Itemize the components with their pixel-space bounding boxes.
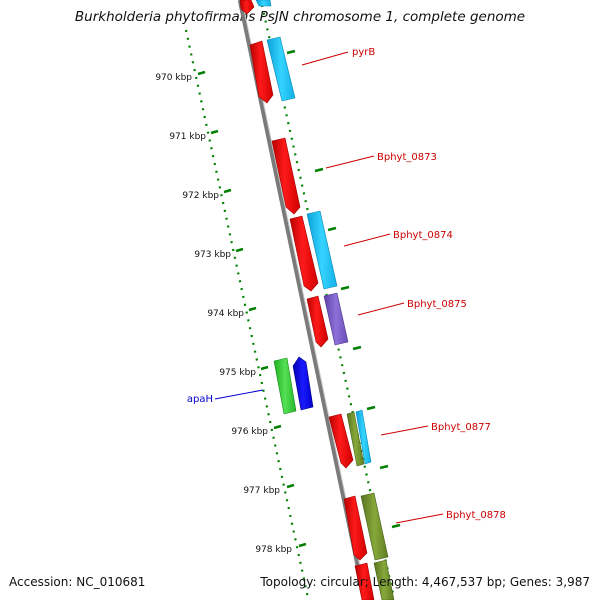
- tick-label: 974 kbp: [207, 309, 244, 319]
- feature-ring-ticks: [286, 49, 401, 529]
- leader-line: [380, 425, 429, 436]
- tick-label: 975 kbp: [219, 368, 256, 378]
- gene-arrow-red: [306, 295, 329, 348]
- feature-tick: [352, 345, 362, 351]
- tick-label: 972 kbp: [182, 191, 219, 201]
- tick-label: 976 kbp: [231, 427, 268, 437]
- leader-line: [395, 513, 444, 524]
- leader-line: [343, 233, 391, 247]
- gene-label: pyrB: [352, 47, 375, 58]
- tick-label: 971 kbp: [169, 132, 206, 142]
- tick-label: 973 kbp: [194, 250, 231, 260]
- map-title: Burkholderia phytofirmans PsJN chromosom…: [74, 9, 526, 25]
- gene-arrow-red: [328, 413, 354, 469]
- tick-mark: [210, 129, 219, 135]
- tick-label: 970 kbp: [155, 73, 192, 83]
- tick-mark: [298, 542, 307, 548]
- gene-label: Bphyt_0877: [431, 422, 491, 433]
- tick-mark: [273, 424, 282, 430]
- gene-arrow-cyan: [266, 36, 296, 102]
- gene-arrow-olive: [373, 559, 395, 600]
- tick-marks: [197, 70, 307, 548]
- label-leaders: [214, 51, 444, 524]
- leader-line: [301, 51, 349, 66]
- gene-arrow-red: [249, 40, 274, 104]
- feature-tick: [314, 167, 324, 173]
- gene-label: Bphyt_0875: [407, 299, 467, 310]
- leader-line: [325, 155, 375, 169]
- gene-arrow-red: [271, 137, 301, 215]
- tick-ring: [184, 29, 310, 599]
- tick-mark: [248, 306, 257, 312]
- gene-arrow-green: [273, 357, 297, 415]
- gene-arrow-olive: [360, 492, 389, 561]
- gene-arrow-purple: [323, 292, 349, 346]
- feature-tick: [366, 405, 376, 411]
- accession-text: Accession: NC_010681: [9, 575, 146, 589]
- gene-label: Bphyt_0873: [377, 152, 437, 163]
- gene-label: apaH: [187, 394, 213, 405]
- leader-line: [214, 389, 264, 400]
- gene-arrow-olive: [346, 411, 365, 467]
- tick-mark: [260, 365, 269, 371]
- tick-mark: [286, 483, 295, 489]
- feature-tick: [379, 464, 389, 470]
- feature-tick: [391, 523, 401, 529]
- feature-tick: [340, 285, 350, 291]
- gene-arrow-blue: [292, 356, 314, 411]
- gene-arrow-red: [289, 215, 319, 292]
- gene-label: Bphyt_0874: [393, 230, 453, 241]
- tick-label: 977 kbp: [243, 486, 280, 496]
- feature-tick: [327, 226, 337, 232]
- gene-arrow-cyan: [306, 210, 338, 290]
- gene-arrow-red: [343, 495, 368, 561]
- gene-arrow-red: [239, 0, 255, 15]
- gene-arrow-cyan: [355, 409, 372, 465]
- tick-mark: [223, 188, 232, 194]
- genome-summary-text: Topology: circular; Length: 4,467,537 bp…: [260, 575, 590, 589]
- feature-tick: [286, 49, 296, 55]
- tick-mark: [235, 247, 244, 253]
- gene-label: Bphyt_0878: [446, 510, 506, 521]
- leader-line: [357, 302, 405, 316]
- tick-label: 978 kbp: [255, 545, 292, 555]
- gene-features: [239, 0, 395, 600]
- gene-arrow-cyan: [255, 0, 272, 7]
- tick-mark: [197, 70, 206, 76]
- gene-arrow-red: [354, 562, 375, 600]
